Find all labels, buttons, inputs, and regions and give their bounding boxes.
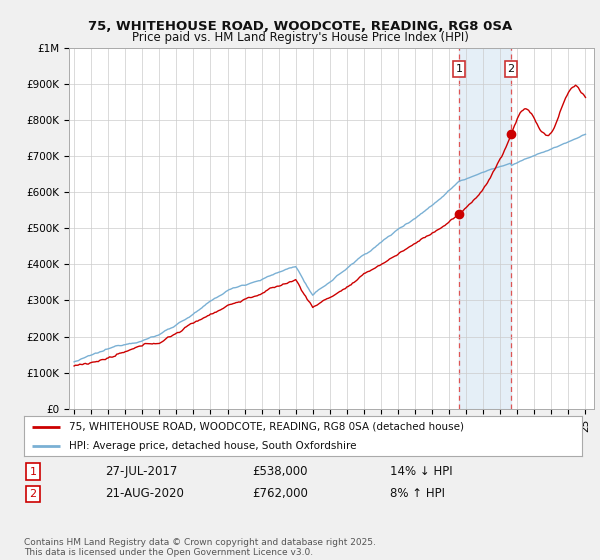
Text: 27-JUL-2017: 27-JUL-2017 — [105, 465, 178, 478]
Bar — [459, 48, 511, 409]
Text: 75, WHITEHOUSE ROAD, WOODCOTE, READING, RG8 0SA (detached house): 75, WHITEHOUSE ROAD, WOODCOTE, READING, … — [68, 422, 464, 432]
Text: Price paid vs. HM Land Registry's House Price Index (HPI): Price paid vs. HM Land Registry's House … — [131, 31, 469, 44]
Text: HPI: Average price, detached house, South Oxfordshire: HPI: Average price, detached house, Sout… — [68, 441, 356, 450]
Text: 1: 1 — [29, 466, 37, 477]
Text: 2: 2 — [508, 64, 515, 74]
Text: 75, WHITEHOUSE ROAD, WOODCOTE, READING, RG8 0SA: 75, WHITEHOUSE ROAD, WOODCOTE, READING, … — [88, 20, 512, 32]
Text: 2: 2 — [29, 489, 37, 499]
Text: Contains HM Land Registry data © Crown copyright and database right 2025.
This d: Contains HM Land Registry data © Crown c… — [24, 538, 376, 557]
Text: 21-AUG-2020: 21-AUG-2020 — [105, 487, 184, 501]
Text: 8% ↑ HPI: 8% ↑ HPI — [390, 487, 445, 501]
Text: £762,000: £762,000 — [252, 487, 308, 501]
Text: 1: 1 — [455, 64, 463, 74]
Text: £538,000: £538,000 — [252, 465, 308, 478]
Text: 14% ↓ HPI: 14% ↓ HPI — [390, 465, 452, 478]
